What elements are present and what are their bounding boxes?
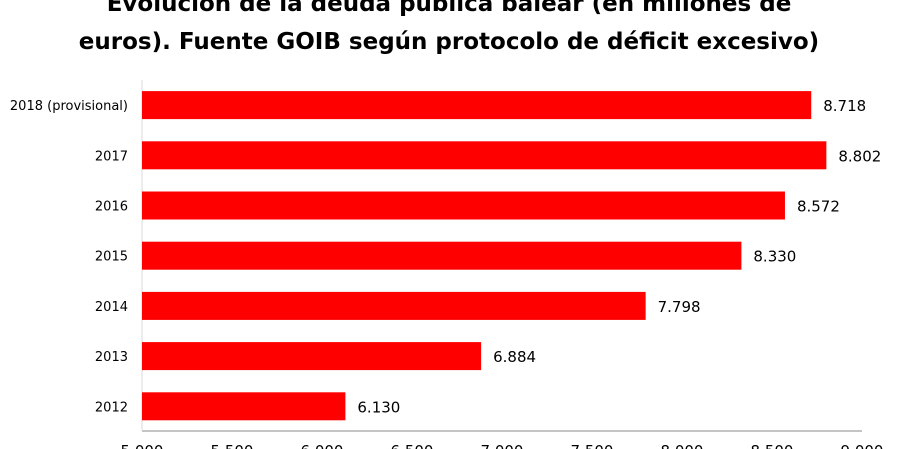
value-label: 8.572 xyxy=(797,198,840,216)
x-tick-label: 5.000 xyxy=(121,442,164,449)
bar-2017 xyxy=(142,141,827,170)
value-label: 6.884 xyxy=(493,348,536,366)
bar-2012 xyxy=(142,392,346,421)
value-label: 8.330 xyxy=(753,248,796,266)
category-label: 2017 xyxy=(95,149,128,164)
category-label: 2014 xyxy=(95,300,128,315)
bar-2018 xyxy=(142,91,812,120)
category-label: 2016 xyxy=(95,200,128,215)
x-tick-label: 7.000 xyxy=(481,442,524,449)
x-tick-label: 8.000 xyxy=(661,442,704,449)
x-tick-label: 6.000 xyxy=(301,442,344,449)
x-tick-label: 8.500 xyxy=(751,442,794,449)
value-label: 7.798 xyxy=(658,298,701,316)
bar-2014 xyxy=(142,291,646,320)
bar-2016 xyxy=(142,191,785,220)
category-label: 2018 (provisional) xyxy=(10,99,128,114)
chart-title-line2: euros). Fuente GOIB según protocolo de d… xyxy=(78,29,820,55)
bar-2013 xyxy=(142,342,482,371)
chart-title-line1: Evolución de la deuda pública balear (en… xyxy=(106,0,792,17)
category-label: 2013 xyxy=(95,350,128,365)
bar-2015 xyxy=(142,241,742,270)
value-label: 8.802 xyxy=(838,147,881,165)
x-tick-label: 7.500 xyxy=(571,442,614,449)
category-label: 2015 xyxy=(95,250,128,265)
value-label: 8.718 xyxy=(823,97,866,115)
x-tick-label: 5.500 xyxy=(211,442,254,449)
x-tick-label: 6.500 xyxy=(391,442,434,449)
value-label: 6.130 xyxy=(357,398,400,416)
x-tick-label: 9.000 xyxy=(841,442,884,449)
category-label: 2012 xyxy=(95,400,128,415)
